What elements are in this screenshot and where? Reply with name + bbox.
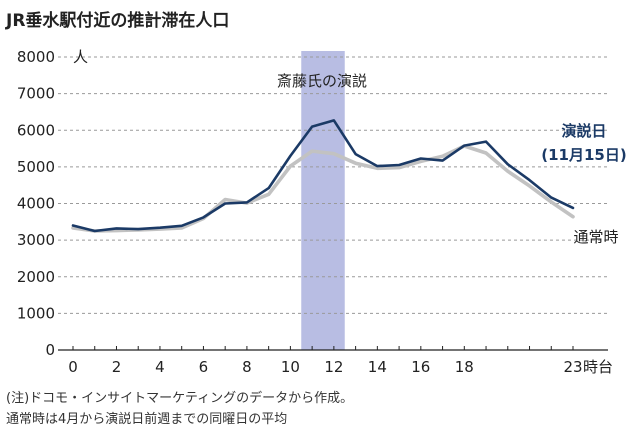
series-label-speech-day: 演説日 [561, 122, 606, 140]
x-axis-ticks: 0 2 4 6 8 10 12 14 16 18 23 [68, 358, 582, 376]
y-tick-2000: 2000 [17, 268, 55, 286]
x-axis [58, 346, 608, 351]
x-tick-14: 14 [368, 358, 387, 376]
chart-title: JR垂水駅付近の推計滞在人口 [5, 10, 229, 31]
x-tick-16: 16 [411, 358, 430, 376]
y-tick-6000: 6000 [17, 121, 55, 139]
x-unit-suffix: 時台 [583, 358, 613, 376]
y-axis-ticks: 0 1000 2000 3000 4000 5000 6000 7000 8000 [17, 48, 55, 359]
y-tick-0: 0 [45, 341, 55, 359]
x-tick-10: 10 [281, 358, 300, 376]
y-tick-4000: 4000 [17, 195, 55, 213]
footnote-average: 通常時は4月から演説日前週までの同曜日の平均 [6, 411, 287, 427]
gridlines [58, 56, 608, 314]
x-tick-2: 2 [112, 358, 122, 376]
footnote-source: (注)ドコモ・インサイトマーケティングのデータから作成。 [6, 390, 353, 406]
y-tick-3000: 3000 [17, 231, 55, 249]
series-line-speech-day [71, 119, 575, 233]
series-label-speech-date: (11月15日) [541, 146, 626, 164]
x-tick-0: 0 [68, 358, 78, 376]
series-layer [71, 119, 575, 233]
x-tick-18: 18 [455, 358, 474, 376]
x-tick-23: 23 [563, 358, 582, 376]
y-tick-8000: 8000 [17, 48, 55, 66]
x-tick-4: 4 [155, 358, 165, 376]
y-tick-7000: 7000 [17, 85, 55, 103]
x-tick-6: 6 [199, 358, 209, 376]
y-tick-1000: 1000 [17, 304, 55, 322]
series-label-normal: 通常時 [573, 228, 618, 246]
speech-highlight-label: 斎藤氏の演説 [277, 72, 367, 90]
x-tick-12: 12 [324, 358, 343, 376]
speech-highlight-band [301, 51, 345, 350]
y-unit-label: 人 [73, 48, 88, 66]
x-tick-8: 8 [242, 358, 252, 376]
y-tick-5000: 5000 [17, 158, 55, 176]
